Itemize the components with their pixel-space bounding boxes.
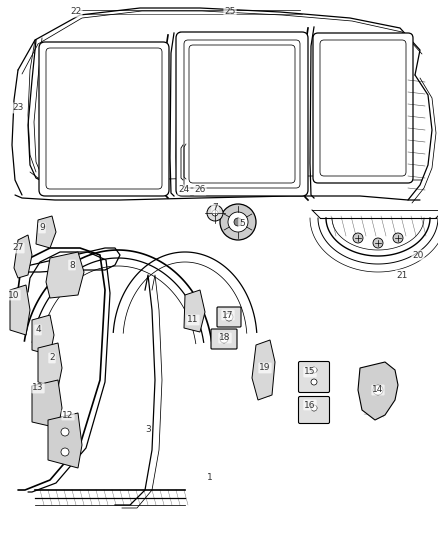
Text: 27: 27 [12, 244, 24, 253]
Text: 15: 15 [304, 367, 316, 376]
Text: 26: 26 [194, 185, 206, 195]
Polygon shape [252, 340, 275, 400]
Circle shape [353, 233, 363, 243]
Circle shape [311, 405, 317, 411]
FancyBboxPatch shape [184, 40, 300, 188]
Circle shape [234, 218, 242, 226]
FancyBboxPatch shape [189, 45, 295, 183]
Circle shape [61, 448, 69, 456]
Polygon shape [38, 343, 62, 388]
Circle shape [61, 428, 69, 436]
Text: 9: 9 [39, 223, 45, 232]
FancyBboxPatch shape [217, 307, 241, 327]
Text: 21: 21 [396, 271, 408, 279]
Text: 5: 5 [239, 219, 245, 228]
Circle shape [373, 238, 383, 248]
FancyBboxPatch shape [320, 40, 406, 176]
Text: 14: 14 [372, 385, 384, 394]
Polygon shape [48, 413, 82, 468]
Text: 2: 2 [49, 353, 55, 362]
Text: 12: 12 [62, 410, 74, 419]
Circle shape [228, 212, 248, 232]
Circle shape [393, 233, 403, 243]
Circle shape [220, 335, 228, 343]
Polygon shape [32, 315, 54, 355]
Polygon shape [46, 252, 84, 298]
Text: 25: 25 [224, 7, 236, 17]
Polygon shape [184, 290, 205, 332]
Text: 20: 20 [412, 251, 424, 260]
Circle shape [311, 379, 317, 385]
Text: 22: 22 [71, 7, 81, 17]
Text: 3: 3 [145, 425, 151, 434]
Text: 23: 23 [12, 103, 24, 112]
FancyBboxPatch shape [176, 32, 308, 196]
Circle shape [373, 385, 383, 395]
Polygon shape [36, 216, 56, 248]
Text: 13: 13 [32, 384, 44, 392]
FancyBboxPatch shape [39, 42, 169, 196]
Polygon shape [358, 362, 398, 420]
FancyBboxPatch shape [46, 48, 162, 189]
Text: 1: 1 [207, 473, 213, 482]
Polygon shape [32, 380, 62, 428]
Text: 18: 18 [219, 334, 231, 343]
Text: 8: 8 [69, 261, 75, 270]
Polygon shape [14, 235, 32, 278]
Text: 7: 7 [212, 204, 218, 213]
FancyBboxPatch shape [299, 361, 329, 392]
FancyBboxPatch shape [313, 33, 413, 183]
Text: 24: 24 [178, 185, 190, 195]
Text: 16: 16 [304, 400, 316, 409]
FancyBboxPatch shape [211, 329, 237, 349]
Circle shape [225, 313, 233, 321]
Text: 17: 17 [222, 311, 234, 319]
FancyBboxPatch shape [299, 397, 329, 424]
Text: 19: 19 [259, 364, 271, 373]
Text: 4: 4 [35, 326, 41, 335]
Circle shape [311, 367, 317, 373]
Circle shape [220, 204, 256, 240]
Polygon shape [10, 285, 30, 335]
Text: 11: 11 [187, 316, 199, 325]
Text: 10: 10 [8, 290, 20, 300]
Circle shape [212, 210, 218, 216]
Circle shape [207, 205, 223, 221]
